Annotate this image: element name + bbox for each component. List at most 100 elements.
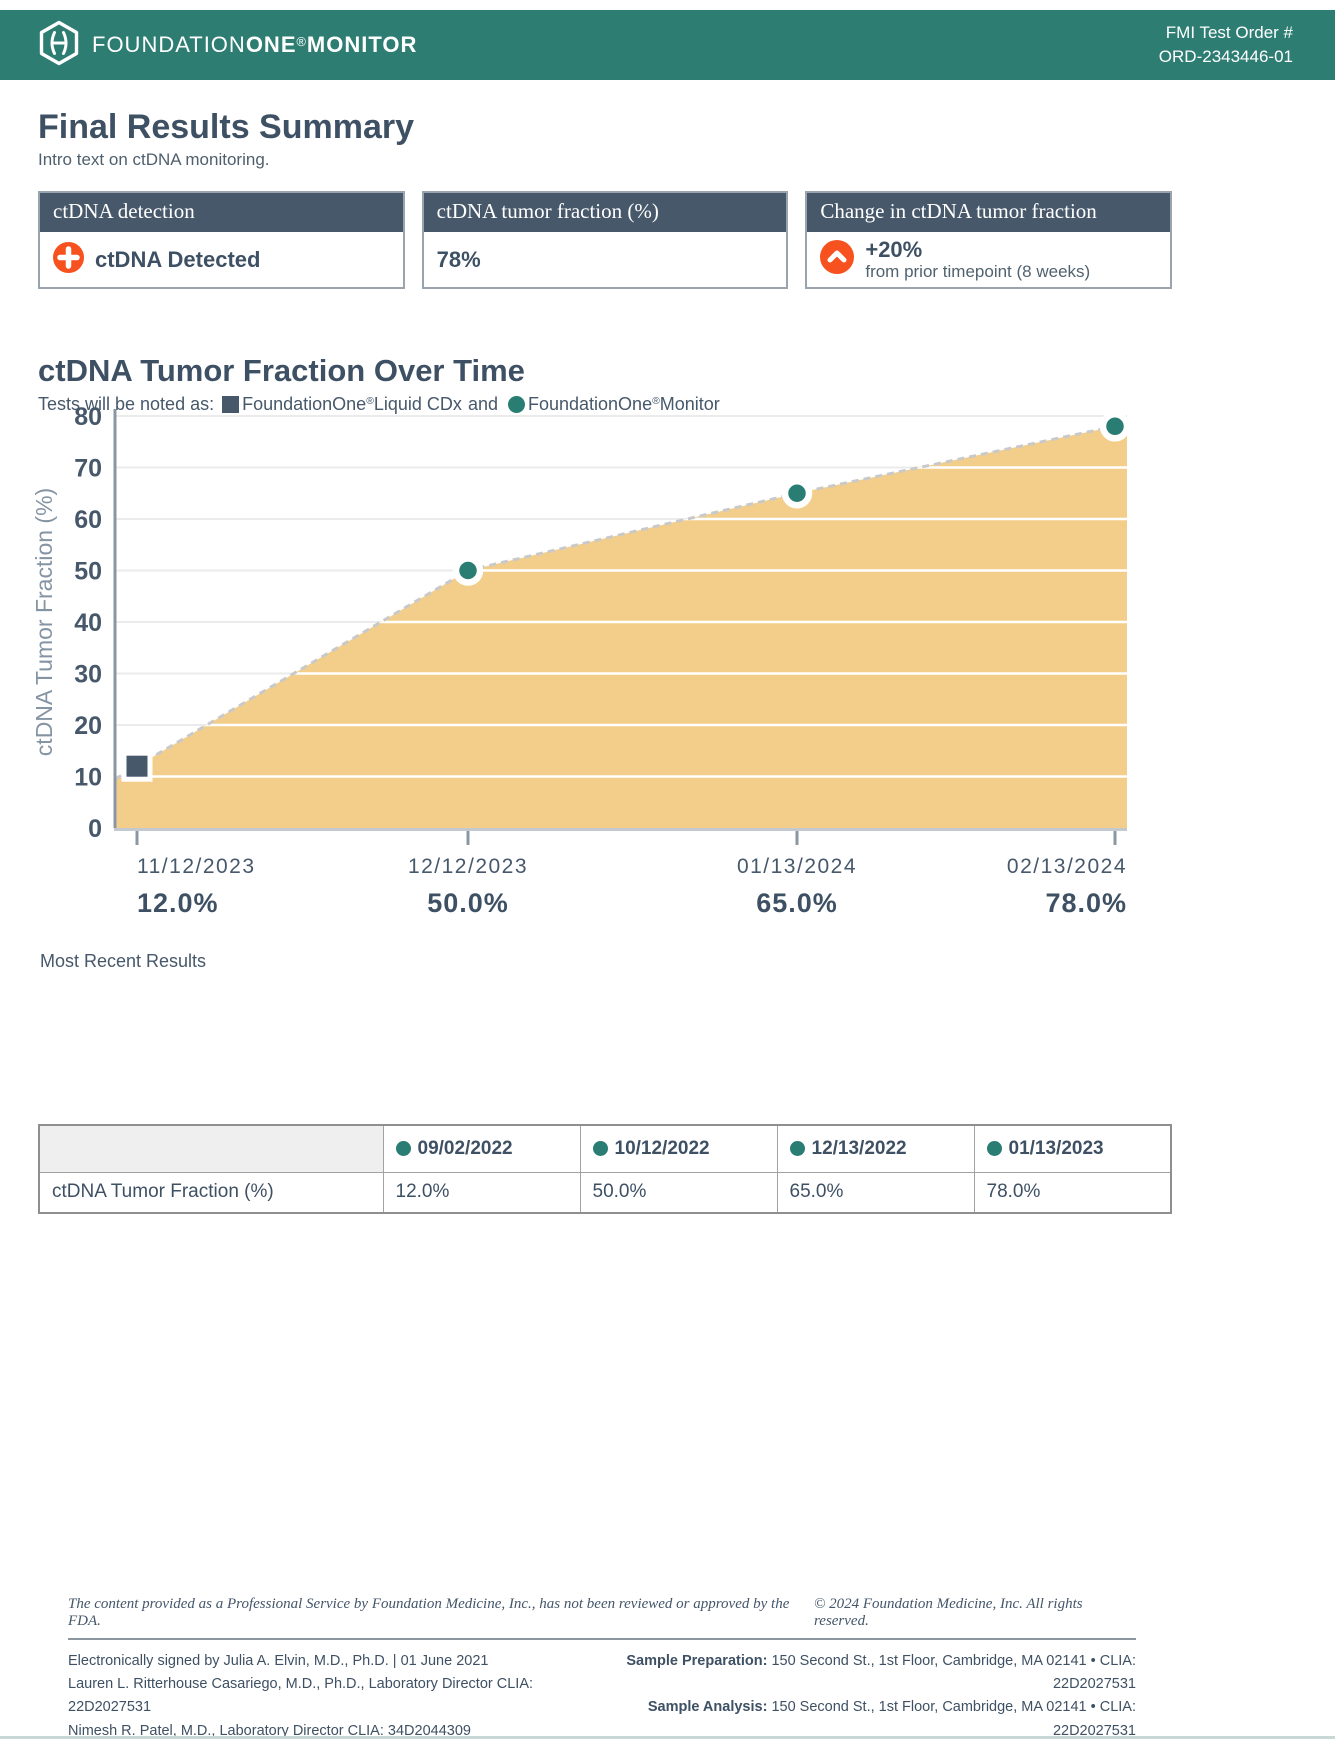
svg-text:50.0%: 50.0% [427,888,509,918]
table-corner-cell [38,1124,384,1173]
monitor-circle-icon [507,396,525,413]
brand-foundation: FOUNDATION [92,32,246,57]
card-header: Change in ctDNA tumor fraction [807,193,1171,232]
table-date-label: 01/13/2023 [1008,1137,1104,1159]
monitor-circle-icon [986,1140,1002,1156]
svg-text:02/13/2024: 02/13/2024 [1007,855,1127,878]
test-order-block: FMI Test Order # ORD-2343446-01 [1159,21,1293,69]
signature-line: Electronically signed by Julia A. Elvin,… [68,1653,489,1669]
table-date-label: 12/13/2022 [811,1137,907,1159]
tumor-fraction-value: 78% [436,246,481,272]
card-body: 78% [424,232,787,287]
row-header-cell: ctDNA Tumor Fraction (%) [38,1171,384,1214]
liquid-cdx-square-icon [222,396,240,413]
table-date-header-cell: 01/13/2023 [973,1124,1172,1173]
address-label: Sample Preparation: [626,1653,772,1669]
table-date-header-cell: 12/13/2022 [776,1124,975,1173]
test-order-number: ORD-2343446-01 [1158,47,1293,66]
legend-join: and [467,394,498,414]
legend-label: Liquid CDx [373,394,462,414]
foundation-medicine-hexagon-logo-icon [38,20,80,71]
legend-item-monitor: FoundationOne®Monitor [528,394,720,415]
signature-line: Lauren L. Ritterhouse Casariego, M.D., P… [68,1676,534,1716]
svg-text:12.0%: 12.0% [137,888,219,918]
registered-mark: ® [652,396,660,407]
legend-prefix: Tests will be noted as: [38,394,215,414]
footer-divider [68,1638,1136,1640]
svg-text:40: 40 [74,609,102,637]
address-line: Sample Preparation: 150 Second St., 1st … [626,1653,1136,1693]
svg-text:70: 70 [74,455,102,483]
results-table-header-row: 09/02/2022 10/12/2022 12/13/2022 01/13/2023 [38,1124,1172,1173]
footer-disclaimer-row: The content provided as a Professional S… [68,1596,1136,1630]
ctdna-detected-value: ctDNA Detected [95,246,261,272]
page-title: Final Results Summary [38,108,415,146]
card-header: ctDNA detection [40,193,403,232]
change-subtext: from prior timepoint (8 weeks) [865,262,1091,282]
change-block: +20% from prior timepoint (8 weeks) [865,237,1090,282]
table-value-cell: 50.0% [579,1171,778,1214]
svg-text:50: 50 [74,558,102,586]
svg-text:20: 20 [74,712,102,740]
footer: The content provided as a Professional S… [68,1596,1136,1739]
table-date-header-cell: 10/12/2022 [579,1124,778,1173]
monitor-circle-icon [395,1140,411,1156]
card-tumor-fraction: ctDNA tumor fraction (%) 78% [421,191,789,289]
monitor-circle-icon [789,1140,805,1156]
results-table-data-row: ctDNA Tumor Fraction (%) 12.0% 50.0% 65.0%… [38,1171,1172,1214]
tumor-fraction-chart: 0 10 20 30 40 50 60 70 80 ctDNA Tumor Fraction (%… [31,403,1131,918]
card-ctdna-detection: ctDNA detection ctDNA Detected [38,191,405,289]
address-block: Sample Preparation: 150 Second St., 1st … [562,1650,1136,1739]
summary-cards: ctDNA detection ctDNA Detected ctDNA tum… [38,191,1173,289]
svg-text:12/12/2023: 12/12/2023 [408,855,528,878]
table-date-header-cell: 09/02/2022 [382,1124,581,1173]
intro-text: Intro text on ctDNA monitoring. [38,150,270,169]
card-change-tumor-fraction: Change in ctDNA tumor fraction +20% from… [805,191,1173,289]
chevron-up-circle-icon [820,240,855,279]
svg-text:30: 30 [74,661,102,689]
card-header: ctDNA tumor fraction (%) [423,193,787,232]
signature-block: Electronically signed by Julia A. Elvin,… [68,1650,562,1739]
legend-label: FoundationOne [242,394,367,414]
change-value: +20% [865,237,923,263]
table-value-cell: 12.0% [382,1171,581,1214]
fda-disclaimer: The content provided as a Professional S… [68,1596,790,1629]
brand-one: ONE [245,32,297,57]
table-value-cell: 78.0% [973,1171,1172,1214]
most-recent-results-label: Most Recent Results [40,951,207,971]
results-table: 09/02/2022 10/12/2022 12/13/2022 01/13/2023… [38,1124,1172,1214]
brand-wordmark: FOUNDATIONONE®MONITOR [92,32,417,58]
address-label: Sample Analysis: [647,1699,772,1716]
legend-item-liquid-cdx: FoundationOne®Liquid CDx [242,394,462,415]
svg-text:10: 10 [74,764,102,792]
svg-text:ctDNA Tumor Fraction (%): ctDNA Tumor Fraction (%) [31,488,57,756]
chart-section-title: ctDNA Tumor Fraction Over Time [38,353,525,388]
address-line: Sample Analysis: 150 Second St., 1st Flo… [647,1699,1136,1739]
card-body: ctDNA Detected [40,232,403,287]
registered-mark: ® [366,396,374,407]
svg-text:60: 60 [74,506,102,534]
registered-mark: ® [296,34,307,49]
legend-label: FoundationOne [527,394,653,414]
card-body: +20% from prior timepoint (8 weeks) [807,232,1170,287]
footer-columns: Electronically signed by Julia A. Elvin,… [68,1650,1136,1739]
svg-text:65.0%: 65.0% [756,888,838,918]
svg-text:80: 80 [74,403,102,431]
test-order-label: FMI Test Order # [1165,23,1293,43]
table-value-cell: 65.0% [776,1171,975,1214]
monitor-circle-icon [592,1140,608,1156]
page-bottom-rule [0,1736,1335,1739]
table-date-label: 09/02/2022 [417,1137,513,1159]
brand: FOUNDATIONONE®MONITOR [38,20,417,71]
copyright: © 2024 Foundation Medicine, Inc. All rig… [814,1596,1083,1629]
svg-text:78.0%: 78.0% [1045,888,1127,918]
signature-line: Nimesh R. Patel, M.D., Laboratory Direct… [68,1722,471,1739]
svg-text:11/12/2023: 11/12/2023 [137,855,256,878]
legend-label: Monitor [659,394,720,414]
brand-monitor: MONITOR [306,32,418,57]
svg-text:01/13/2024: 01/13/2024 [737,855,857,878]
table-date-label: 10/12/2022 [614,1137,710,1159]
svg-text:0: 0 [88,815,102,843]
plus-circle-icon [53,241,84,278]
